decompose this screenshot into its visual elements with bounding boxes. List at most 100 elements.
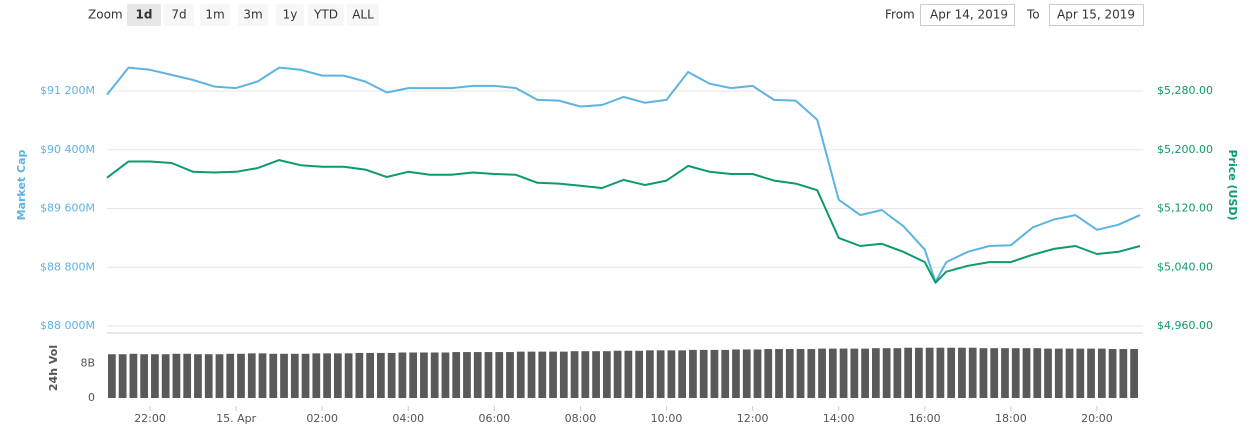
volume-bar <box>925 347 934 398</box>
volume-bar <box>1022 348 1031 398</box>
zoom-label: Zoom <box>88 8 123 22</box>
volume-bar <box>323 353 331 398</box>
volume-bar <box>463 352 471 398</box>
range-button[interactable] <box>238 4 268 26</box>
volume-bar <box>387 352 396 398</box>
volume-bar <box>538 351 547 398</box>
volume-bar <box>570 351 579 398</box>
volume-axis-title: 24h Vol <box>47 345 60 391</box>
volume-bar <box>667 350 676 398</box>
y-tick-label: $90 400M <box>40 143 95 156</box>
volume-bar <box>635 350 644 398</box>
range-button[interactable] <box>276 4 304 26</box>
y2-axis-title: Price (USD) <box>1226 149 1239 220</box>
volume-bar <box>495 352 504 398</box>
volume-bar <box>409 352 418 398</box>
volume-bar <box>549 351 557 398</box>
volume-bar <box>689 349 697 398</box>
volume-bar <box>764 349 773 398</box>
range-button-label: 3m <box>243 8 262 22</box>
volume-bar <box>151 354 159 398</box>
volume-bar <box>990 348 999 398</box>
volume-bar <box>1001 348 1009 398</box>
range-button-label: ALL <box>352 8 374 22</box>
from-date: Apr 14, 2019 <box>930 8 1008 22</box>
volume-bar <box>506 352 514 398</box>
range-button-label: YTD <box>313 8 338 22</box>
volume-bar <box>516 351 525 398</box>
volume-bar <box>420 352 428 398</box>
volume-bar <box>118 354 127 398</box>
volume-bar <box>215 354 224 398</box>
volume-bar <box>1108 349 1117 398</box>
volume-bar <box>280 353 288 398</box>
volume-bar <box>732 349 740 398</box>
volume-bar <box>613 350 622 398</box>
y-tick-label: $88 800M <box>40 260 95 273</box>
volume-bar <box>452 352 461 398</box>
volume-bar <box>796 349 805 398</box>
y2-tick-label: $5,040.00 <box>1157 260 1213 273</box>
volume-bar <box>850 348 859 398</box>
volume-bar <box>161 354 170 398</box>
volume-bar <box>204 354 213 398</box>
volume-bar <box>742 349 751 398</box>
volume-tick-label: 8B <box>80 356 95 369</box>
x-tick-label: 20:00 <box>1081 412 1113 425</box>
range-button[interactable] <box>127 4 161 26</box>
volume-bar <box>559 351 568 398</box>
volume-bar <box>753 349 762 398</box>
range-button[interactable] <box>308 4 344 26</box>
volume-bar <box>947 347 956 398</box>
x-tick-label: 02:00 <box>306 412 338 425</box>
volume-bar <box>721 349 730 398</box>
volume-bar <box>602 351 611 398</box>
volume-bar <box>1011 348 1020 398</box>
volume-bar <box>968 347 977 398</box>
series-line <box>106 159 1141 284</box>
x-tick-label: 06:00 <box>479 412 511 425</box>
y-tick-label: $89 600M <box>40 202 95 215</box>
volume-bar <box>1065 348 1074 398</box>
x-tick-label: 15. Apr <box>216 412 256 425</box>
range-button[interactable] <box>347 4 379 26</box>
volume-bar <box>247 353 256 398</box>
y2-tick-label: $4,960.00 <box>1157 319 1213 332</box>
range-button[interactable] <box>200 4 230 26</box>
volume-bar <box>699 349 708 398</box>
range-button[interactable] <box>164 4 194 26</box>
y-axis-title: Market Cap <box>15 150 28 221</box>
volume-bar <box>581 351 590 398</box>
to-label: To <box>1026 8 1040 22</box>
volume-bar <box>108 354 116 398</box>
y2-tick-label: $5,200.00 <box>1157 143 1213 156</box>
volume-bar <box>312 353 321 398</box>
volume-bar <box>441 352 450 398</box>
volume-bar <box>871 348 880 398</box>
to-input[interactable] <box>1049 4 1144 26</box>
volume-bar <box>237 353 245 398</box>
volume-bar <box>1076 348 1085 398</box>
volume-bar <box>269 353 278 398</box>
volume-bar <box>333 353 342 398</box>
x-tick-label: 10:00 <box>651 412 683 425</box>
y2-tick-label: $5,280.00 <box>1157 84 1213 97</box>
volume-bar <box>1044 348 1052 398</box>
volume-bar <box>172 353 181 398</box>
volume-bar <box>258 353 267 398</box>
volume-bar <box>828 348 837 398</box>
volume-bar <box>936 347 945 398</box>
x-tick-label: 12:00 <box>737 412 769 425</box>
volume-bar <box>904 347 913 398</box>
x-tick-label: 08:00 <box>565 412 597 425</box>
volume-bar <box>678 350 687 398</box>
x-tick-label: 16:00 <box>909 412 941 425</box>
volume-bar <box>1119 349 1128 398</box>
to-date: Apr 15, 2019 <box>1057 8 1135 22</box>
volume-bar <box>527 351 536 398</box>
from-input[interactable] <box>920 4 1015 26</box>
volume-bar <box>366 352 374 398</box>
volume-bar <box>839 348 848 398</box>
volume-bar <box>646 350 654 398</box>
